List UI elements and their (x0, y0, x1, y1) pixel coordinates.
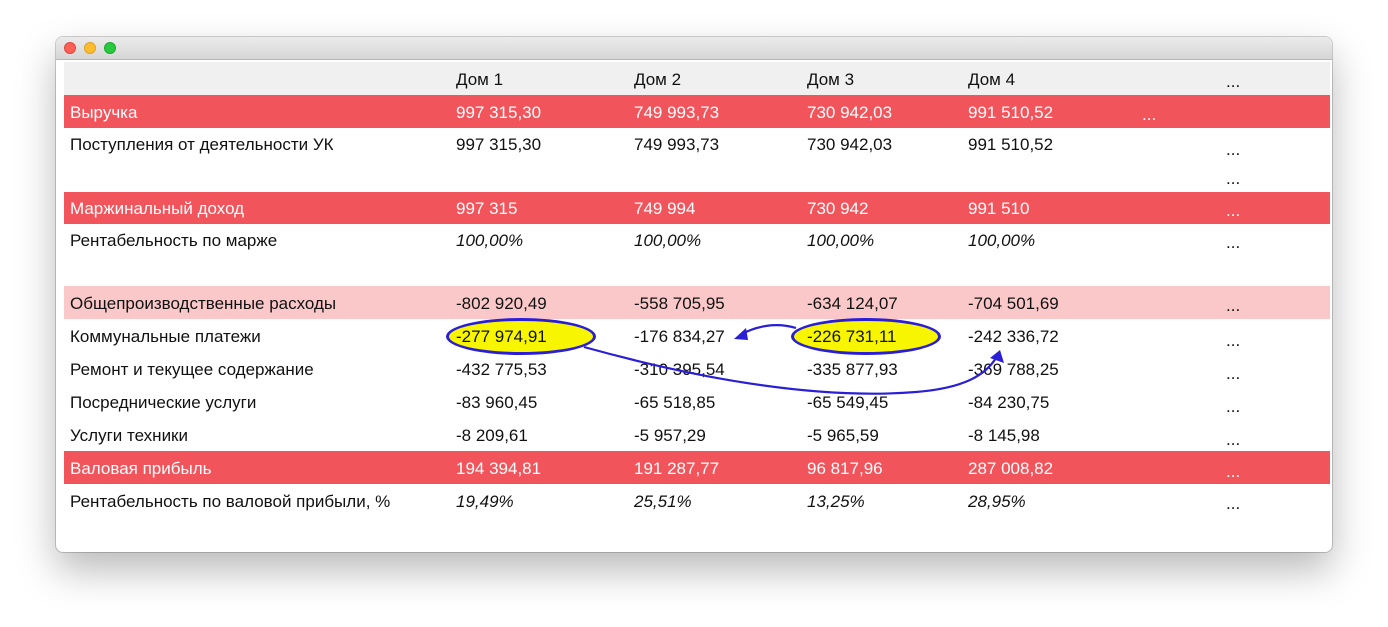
cell-dom-3: 96 817,96 (807, 459, 883, 478)
table-row-empty: ... (64, 161, 1330, 192)
row-label: Рентабельность по валовой прибыли, % (70, 492, 391, 511)
window-titlebar (56, 37, 1332, 60)
maximize-window-button[interactable] (104, 42, 116, 54)
cell-dom-1: 997 315 (456, 199, 518, 218)
table-row-marginal-income: Маржинальный доход 997 315 749 994 730 9… (64, 192, 1330, 224)
cell-dom-4: 100,00% (968, 231, 1036, 250)
cell-dom-1: 997 315,30 (456, 103, 542, 122)
cell-dom-4: -8 145,98 (968, 426, 1040, 445)
row-label: Выручка (70, 103, 138, 122)
arrow-head-dom2 (734, 328, 748, 340)
cell-dom-3: -226 731,11 (807, 327, 897, 346)
table-row-income: Поступления от деятельности УК 997 315,3… (64, 128, 1330, 161)
highlight-marker-dom-3 (791, 318, 941, 355)
cell-dom-3: 730 942 (807, 199, 869, 218)
row-label: Общепроизводственные расходы (70, 294, 337, 313)
cell-dom-3: 730 942,03 (807, 135, 893, 154)
cell-more: ... (1226, 364, 1241, 383)
cell-more: ... (1226, 494, 1241, 513)
cell-dom-2: -65 518,85 (634, 393, 716, 412)
arrow-dom1-to-dom4 (583, 345, 997, 395)
cell-dom-1: -277 974,91 (456, 327, 547, 346)
cell-more: ... (1226, 233, 1241, 252)
table-row-gross-profit: Валовая прибыль 194 394,81 191 287,77 96… (64, 451, 1330, 484)
cell-more: ... (1226, 397, 1241, 416)
cell-dom-3: -634 124,07 (807, 294, 898, 313)
cell-dom-3: 100,00% (807, 231, 875, 250)
app-window: Дом 1 Дом 2 Дом 3 Дом 4 ... Выручка 997 … (56, 37, 1332, 552)
cell-dom-1: -83 960,45 (456, 393, 538, 412)
cell-dom-4: -704 501,69 (968, 294, 1059, 313)
annotation-arrows (583, 324, 1004, 395)
column-header-more: ... (1226, 72, 1241, 91)
column-header-dom-4: Дом 4 (968, 70, 1016, 89)
table-row-gross-profitability: Рентабельность по валовой прибыли, % 19,… (64, 484, 1330, 517)
cell-dom-1: 19,49% (456, 492, 514, 511)
cell-dom-1: -802 920,49 (456, 294, 547, 313)
cell-dom-2: -176 834,27 (634, 327, 725, 346)
cell-dom-3: 730 942,03 (807, 103, 893, 122)
minimize-window-button[interactable] (84, 42, 96, 54)
cell-dom-1: -432 775,53 (456, 360, 547, 379)
cell-dom-3: 13,25% (807, 492, 865, 511)
table-row-intermediary-services: Посреднические услуги -83 960,45 -65 518… (64, 385, 1330, 418)
cell-dom-4: 991 510 (968, 199, 1030, 218)
row-label: Рентабельность по марже (70, 231, 278, 250)
cell-dom-2: 25,51% (634, 492, 692, 511)
table-row-utilities: Коммунальные платежи -277 974,91 -176 83… (64, 319, 1330, 352)
cell-dom-2: -5 957,29 (634, 426, 706, 445)
cell-more: ... (1142, 105, 1157, 124)
cell-dom-1: -8 209,61 (456, 426, 528, 445)
cell-more: ... (1226, 140, 1241, 159)
table-row-overhead-costs: Общепроизводственные расходы -802 920,49… (64, 286, 1330, 319)
financial-table: Дом 1 Дом 2 Дом 3 Дом 4 ... Выручка 997 … (56, 60, 1332, 552)
cell-dom-3: -5 965,59 (807, 426, 879, 445)
cell-dom-3: -65 549,45 (807, 393, 889, 412)
cell-dom-1: 997 315,30 (456, 135, 542, 154)
cell-dom-4: -242 336,72 (968, 327, 1059, 346)
table-row-equipment-services: Услуги техники -8 209,61 -5 957,29 -5 96… (64, 418, 1330, 451)
row-label: Поступления от деятельности УК (70, 135, 334, 154)
cell-more: ... (1226, 169, 1241, 188)
row-label: Ремонт и текущее содержание (70, 360, 314, 379)
cell-more: ... (1226, 462, 1241, 481)
arrow-head-dom4 (990, 350, 1004, 363)
row-label: Коммунальные платежи (70, 327, 261, 346)
cell-dom-2: 749 993,73 (634, 103, 720, 122)
cell-dom-4: 287 008,82 (968, 459, 1054, 478)
cell-more: ... (1226, 201, 1241, 220)
cell-dom-2: -558 705,95 (634, 294, 725, 313)
cell-dom-1: 100,00% (456, 231, 524, 250)
arrow-dom3-to-dom2 (739, 324, 797, 336)
close-window-button[interactable] (64, 42, 76, 54)
cell-dom-2: 191 287,77 (634, 459, 720, 478)
cell-dom-4: 991 510,52 (968, 135, 1054, 154)
column-header-dom-2: Дом 2 (634, 70, 682, 89)
cell-dom-2: 749 993,73 (634, 135, 720, 154)
column-header-dom-3: Дом 3 (807, 70, 855, 89)
table-row-revenue: Выручка 997 315,30 749 993,73 730 942,03… (64, 95, 1330, 128)
cell-dom-3: -335 877,93 (807, 360, 898, 379)
cell-dom-1: 194 394,81 (456, 459, 542, 478)
highlight-marker-dom-1 (446, 318, 596, 355)
cell-more: ... (1226, 331, 1241, 350)
cell-dom-2: 749 994 (634, 199, 696, 218)
table-row-margin-profitability: Рентабельность по марже 100,00% 100,00% … (64, 224, 1330, 256)
cell-more: ... (1226, 430, 1241, 449)
row-label: Посреднические услуги (70, 393, 257, 412)
cell-more: ... (1226, 296, 1241, 315)
column-header-dom-1: Дом 1 (456, 70, 504, 89)
cell-dom-4: 991 510,52 (968, 103, 1054, 122)
cell-dom-4: 28,95% (968, 492, 1026, 511)
cell-dom-4: -84 230,75 (968, 393, 1050, 412)
cell-dom-2: 100,00% (634, 231, 702, 250)
row-label: Услуги техники (70, 426, 188, 445)
row-label: Маржинальный доход (70, 199, 245, 218)
row-label: Валовая прибыль (70, 459, 212, 478)
table-header: Дом 1 Дом 2 Дом 3 Дом 4 ... (64, 62, 1330, 95)
